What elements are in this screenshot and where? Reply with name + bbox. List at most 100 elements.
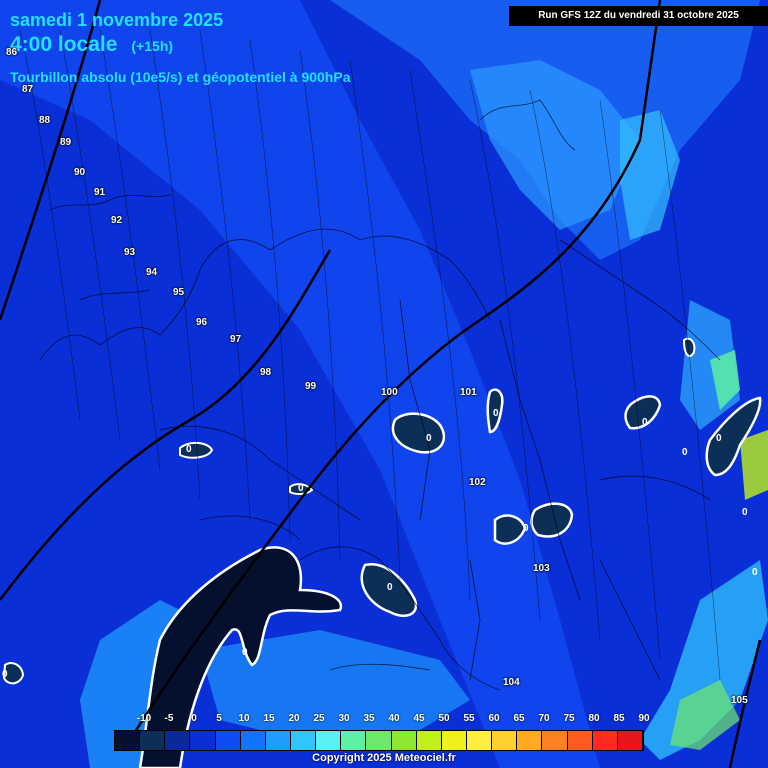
isoline-label: 105 [731,695,748,706]
zero-contour-label: 0 [523,523,529,534]
isoline-label: 98 [260,367,272,378]
zero-contour-label: 0 [2,669,8,680]
zero-contour-label: 0 [642,417,648,428]
isoline-label: 87 [22,84,34,95]
legend-tick-label: 10 [238,713,250,724]
copyright: Copyright 2025 Meteociel.fr [312,752,456,764]
legend-swatch [542,731,568,750]
zero-contour-label: 0 [682,447,688,458]
vorticity-band [670,680,740,750]
vorticity-band [740,430,768,500]
legend-tick-label: 0 [191,713,197,724]
negative-vorticity-area [360,562,418,617]
isoline-label: 90 [74,167,86,178]
legend-tick-label: 25 [313,713,325,724]
legend-swatch [617,731,643,750]
legend-tick-label: 35 [363,713,375,724]
negative-vorticity-area [138,546,343,768]
legend-tick-label: 65 [513,713,525,724]
zero-contour-label: 0 [426,433,432,444]
forecast-date: samedi 1 novembre 2025 [10,10,224,30]
legend-tick-label: 40 [388,713,400,724]
isoline-label: 95 [173,287,185,298]
legend-swatch [290,731,317,750]
legend-swatch [366,731,392,750]
isoline-label: 101 [460,387,477,398]
isoline-label: 99 [305,381,317,392]
run-info-box: Run GFS 12Z du vendredi 31 octobre 2025 [509,6,768,26]
legend-tick-label: 75 [563,713,575,724]
isoline-label: 96 [196,317,208,328]
isoline-label: 102 [469,477,486,488]
negative-vorticity-area [624,395,662,430]
legend-swatch [316,731,342,750]
isoline-label: 91 [94,187,106,198]
zero-contour-label: 0 [387,582,393,593]
legend-swatch [567,731,593,750]
vorticity-band [620,110,680,240]
legend-swatch [341,731,367,750]
legend-swatch [416,731,442,750]
legend-swatch [517,731,543,750]
negative-vorticity-area [705,396,762,477]
legend-swatch [592,731,618,750]
forecast-time: 4:00 locale (+15h) [10,33,173,57]
zero-contour-label: 0 [186,444,192,455]
legend-swatch [441,731,467,750]
legend-tick-label: 60 [488,713,500,724]
legend-tick-label: 45 [413,713,425,724]
negative-vorticity-area [493,514,527,545]
isoline-label: 89 [60,137,72,148]
isoline-label: 88 [39,115,51,126]
legend-tick-label: -5 [164,713,174,724]
legend-swatch [240,731,266,750]
legend-swatch [391,731,417,750]
parameter-title: Tourbillon absolu (10e5/s) et géopotenti… [10,69,351,85]
legend-tick-label: 70 [538,713,550,724]
legend-swatch [165,731,191,750]
vorticity-band [640,560,768,760]
legend-tick-label: 15 [263,713,275,724]
negative-vorticity-area [682,337,696,357]
negative-vorticity-area [179,442,214,459]
isoline-label: 97 [230,334,242,345]
legend-tick-label: 20 [288,713,300,724]
zero-contour-label: 0 [742,507,748,518]
zero-contour-label: 0 [493,408,499,419]
legend-swatch [115,731,141,750]
legend-tick-label: 85 [613,713,625,724]
legend-swatch [140,731,166,750]
legend-tick-label: 30 [338,713,350,724]
negative-vorticity-area [391,412,446,454]
local-time: 4:00 locale [10,33,118,56]
legend-swatch [466,731,493,750]
country-borders [39,99,721,691]
isoline-label: 93 [124,247,136,258]
zero-contour-label: 0 [242,647,248,658]
isoline-label: 104 [503,677,520,688]
legend-tick-label: 90 [638,713,650,724]
zero-contour-label: 0 [752,567,758,578]
lead-time: (+15h) [131,38,174,54]
zero-contour-label: 0 [298,483,304,494]
vorticity-band [0,0,600,768]
geopotential-isolines [19,29,721,681]
legend-ticks: -10 -5 0 5 10 15 20 25 30 35 40 45 50 55 60 65 70 75 80 85 9… [130,713,650,727]
legend-tick-label: 55 [463,713,475,724]
vorticity-band [710,350,740,410]
vorticity-band [200,630,470,740]
isoline-label: 103 [533,563,550,574]
negative-vorticity-area [486,388,504,434]
legend-swatch [215,731,241,750]
isoline-label: 100 [381,387,398,398]
zero-contour-label: 0 [716,433,722,444]
legend-tick-label: 5 [216,713,222,724]
legend-tick-label: 80 [588,713,600,724]
legend-swatch [492,731,518,750]
legend-tick-label: 50 [438,713,450,724]
isoline-label: 92 [111,215,123,226]
negative-vorticity-area [2,662,25,685]
